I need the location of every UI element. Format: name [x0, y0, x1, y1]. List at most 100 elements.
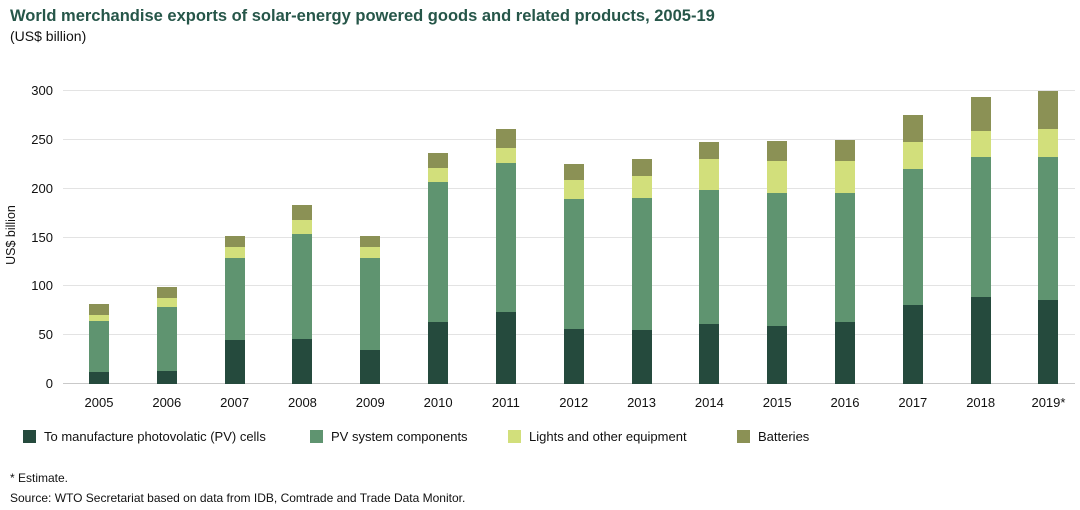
bar-segment — [902, 141, 923, 170]
legend-item: To manufacture photovolatic (PV) cells — [23, 429, 266, 444]
legend-label: To manufacture photovolatic (PV) cells — [44, 429, 266, 444]
bar-segment — [902, 115, 923, 142]
bar-segment — [835, 321, 856, 384]
legend-swatch-icon — [23, 430, 36, 443]
bar-segment — [495, 147, 516, 164]
x-tick-label: 2014 — [694, 395, 724, 410]
x-tick-label: 2008 — [287, 395, 317, 410]
bar-segment — [767, 140, 788, 162]
footnote-estimate: * Estimate. — [10, 471, 69, 485]
bar-segment — [156, 371, 177, 384]
bar-segment — [835, 139, 856, 162]
bar-segment — [902, 304, 923, 384]
legend-label: Lights and other equipment — [529, 429, 687, 444]
bar-segment — [156, 287, 177, 299]
y-tick-label: 200 — [31, 180, 53, 196]
legend-swatch-icon — [737, 430, 750, 443]
legend-swatch-icon — [508, 430, 521, 443]
x-tick-label: 2009 — [355, 395, 385, 410]
bar-segment — [495, 163, 516, 312]
bar-segment — [1038, 157, 1059, 301]
bar-segment — [89, 372, 109, 384]
x-tick-label: 2017 — [898, 395, 928, 410]
bar-segment — [156, 306, 177, 372]
bar-segment — [1038, 91, 1059, 130]
gridline — [63, 138, 1075, 140]
page-title: World merchandise exports of solar-energ… — [10, 7, 715, 25]
bar-segment — [428, 322, 449, 384]
x-tick-label: 2010 — [423, 395, 453, 410]
legend-label: PV system components — [331, 429, 468, 444]
bar-segment — [563, 329, 584, 384]
bar-segment — [428, 181, 449, 323]
y-tick-label: 150 — [31, 229, 53, 245]
bar-segment — [699, 189, 720, 325]
x-tick-label: 2011 — [491, 395, 520, 410]
bar-segment — [631, 159, 652, 176]
legend-item: PV system components — [310, 429, 468, 444]
bar-segment — [89, 320, 109, 373]
bar-segment — [1038, 300, 1059, 384]
bar-segment — [224, 247, 245, 259]
y-tick-label: 250 — [31, 131, 53, 147]
legend-label: Batteries — [758, 429, 810, 444]
bar-segment — [360, 258, 381, 350]
bar-segment — [1038, 129, 1059, 158]
y-tick-label: 0 — [45, 376, 53, 391]
x-tick-label: 2012 — [559, 395, 589, 410]
legend: To manufacture photovolatic (PV) cells PV… — [0, 429, 1080, 447]
bar-segment — [970, 297, 991, 384]
bar-segment — [767, 192, 788, 327]
bar-segment — [428, 152, 449, 169]
bar-segment — [495, 129, 516, 148]
y-tick-label: 100 — [31, 278, 53, 294]
bar-segment — [89, 314, 109, 321]
y-tick-label: 50 — [38, 327, 53, 343]
chart-subtitle: (US$ billion) — [10, 28, 87, 44]
bar-segment — [360, 349, 381, 384]
bar-segment — [970, 157, 991, 298]
x-tick-label: 2006 — [152, 395, 182, 410]
x-tick-label: 2005 — [84, 395, 114, 410]
bar-segment — [699, 141, 720, 160]
bar-segment — [428, 168, 449, 182]
plot-area: 0 50 100 150 200 250 300 2005 2006 2007 2008 2009 20… — [31, 83, 1075, 410]
bar-segment — [563, 179, 584, 200]
bar-segment — [835, 161, 856, 193]
y-tick-label: 300 — [31, 83, 53, 98]
bar-segment — [292, 233, 313, 340]
x-tick-label: 2013 — [627, 395, 656, 410]
x-tick-label: 2019* — [1031, 395, 1066, 410]
bar-segment — [360, 247, 381, 259]
bar-segment — [970, 96, 991, 132]
x-tick-label: 2016 — [830, 395, 860, 410]
footnote-source: Source: WTO Secretariat based on data fr… — [10, 491, 466, 505]
bar-segment — [224, 235, 245, 248]
legend-item: Lights and other equipment — [508, 429, 687, 444]
bar-segment — [699, 324, 720, 384]
bar-segment — [835, 192, 856, 322]
bar-segment — [224, 340, 245, 384]
bar-segment — [156, 298, 177, 307]
bar-segment — [767, 161, 788, 193]
bar-segment — [631, 175, 652, 199]
x-tick-label: 2007 — [220, 395, 250, 410]
bar-segment — [292, 219, 313, 234]
bar-segment — [631, 330, 652, 384]
bar-segment — [292, 205, 313, 220]
bar-segment — [631, 198, 652, 331]
bar-segment — [970, 131, 991, 158]
bar-segment — [902, 169, 923, 305]
bar-segment — [224, 258, 245, 341]
bar-segment — [767, 326, 788, 384]
bar-segment — [292, 339, 313, 384]
bar-segment — [699, 159, 720, 190]
bar-segment — [495, 311, 516, 384]
bar-segment — [563, 164, 584, 180]
legend-swatch-icon — [310, 430, 323, 443]
x-tick-label: 2015 — [762, 395, 792, 410]
legend-item: Batteries — [737, 429, 809, 444]
bar-segment — [563, 199, 584, 330]
bar-segment — [360, 235, 381, 248]
